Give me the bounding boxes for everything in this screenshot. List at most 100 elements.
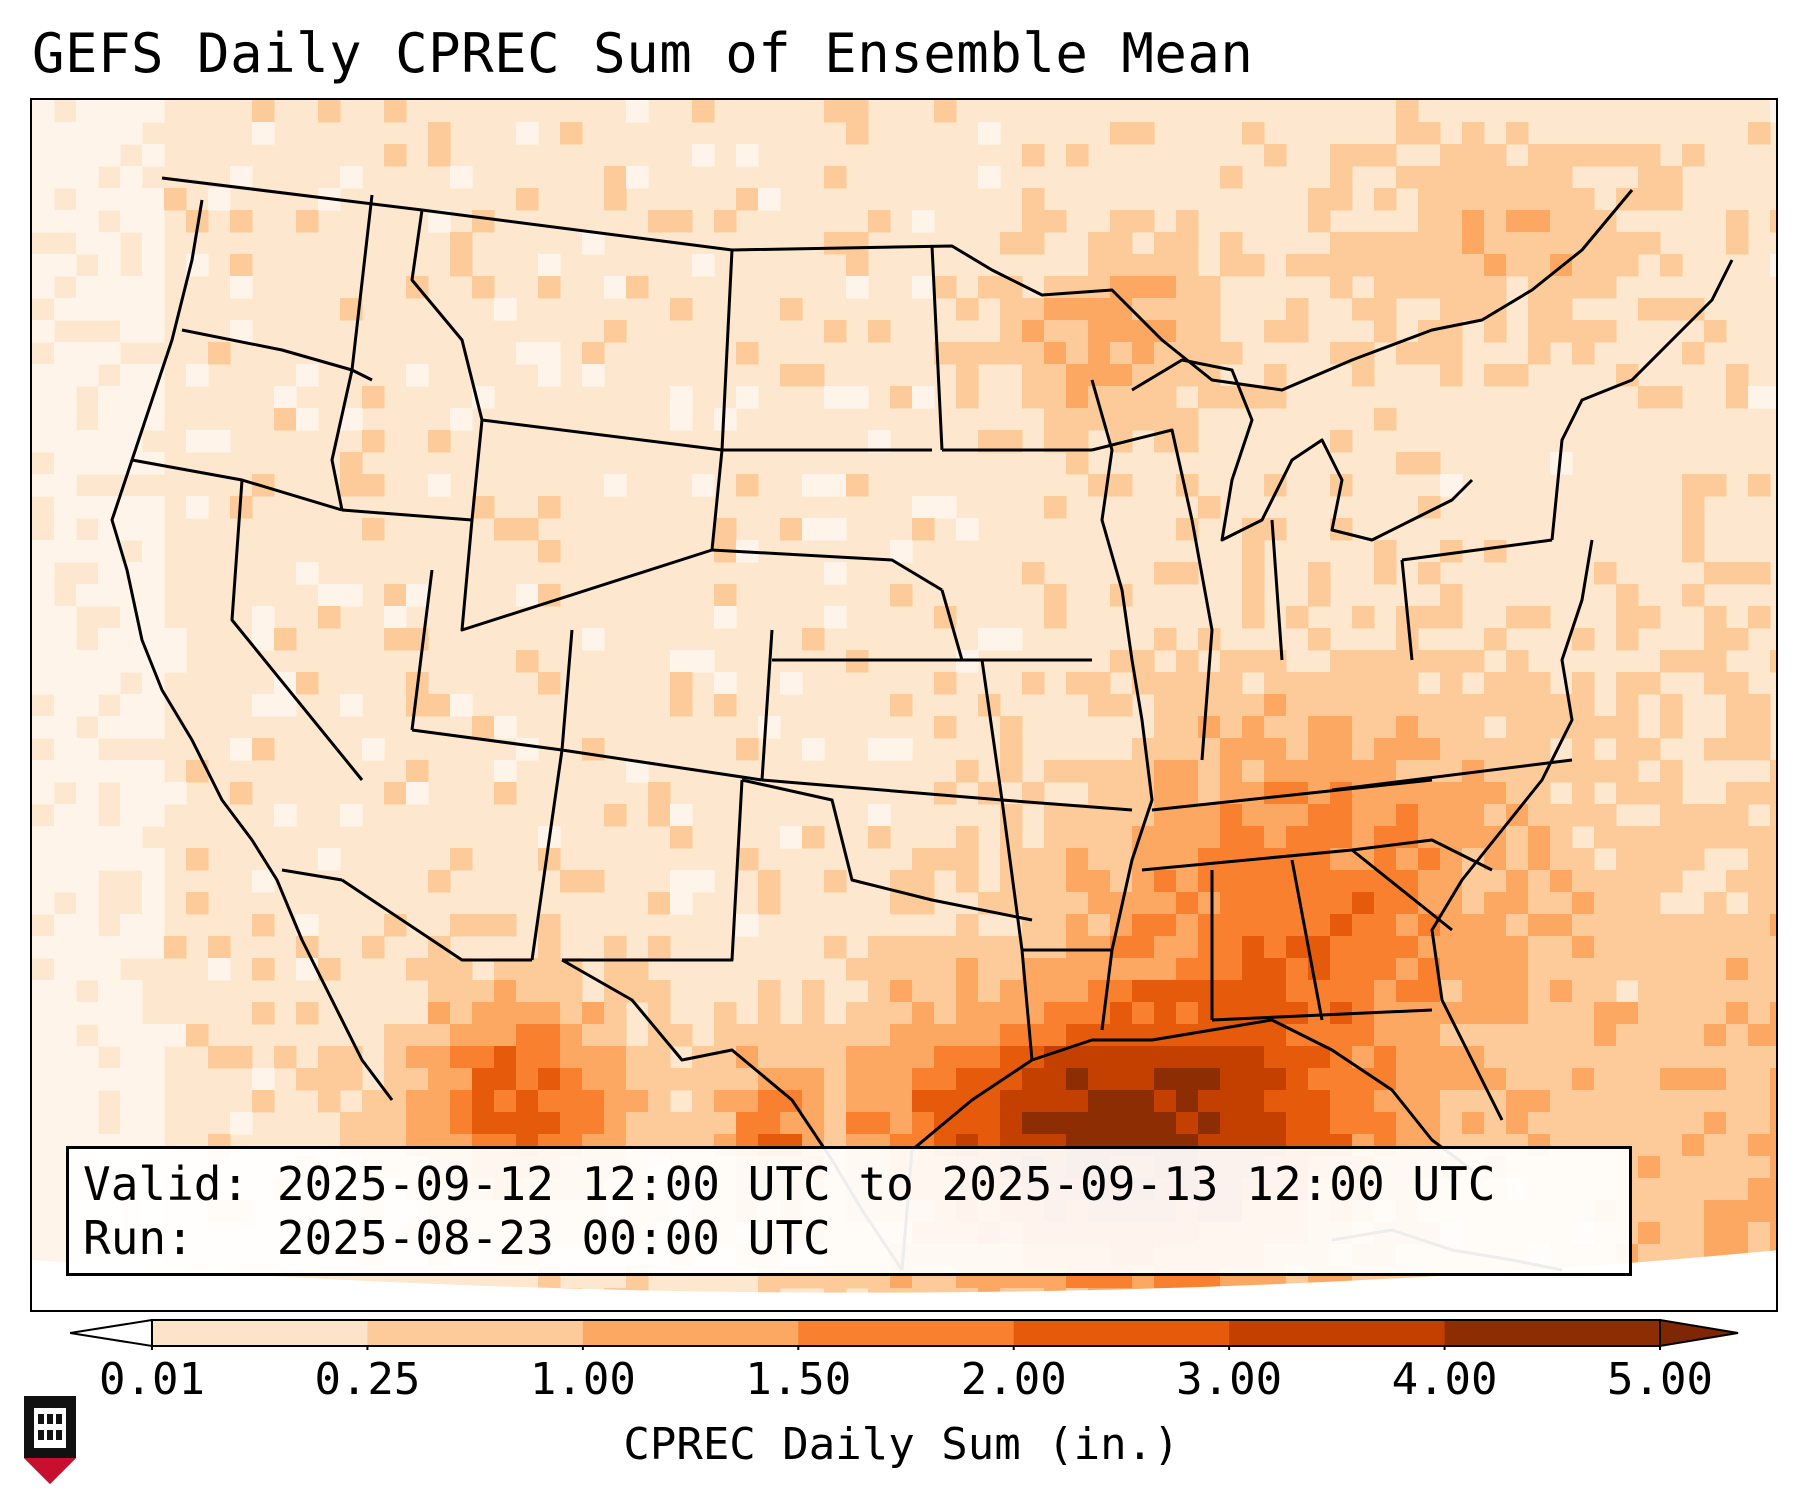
precip-cell [1440,1112,1463,1135]
precip-cell [1330,1024,1353,1047]
precip-cell [1110,936,1133,959]
ga-fl [1211,1008,1433,1022]
precip-cell [1088,914,1111,937]
precip-cell [1726,1068,1749,1091]
precip-cell [1044,496,1067,519]
precip-cell [978,628,1001,651]
precip-cell [1550,870,1573,893]
precip-cell [54,144,77,167]
precip-cell [296,1068,319,1091]
precip-cell [868,210,891,233]
precip-cell [1088,298,1111,321]
precip-cell [142,298,165,321]
precip-cell [1132,1002,1155,1025]
precip-cell [164,650,187,673]
precip-cell [1484,958,1507,981]
precip-cell [1066,1024,1089,1047]
precip-cell [1462,188,1485,211]
precip-cell [1286,1046,1309,1069]
precip-cell [1286,672,1309,695]
precip-cell [450,254,473,277]
precip-cell [1352,958,1375,981]
precip-cell [516,1046,539,1069]
precip-cell [1616,1002,1639,1025]
precip-cell [1220,672,1243,695]
precip-cell [538,936,561,959]
precip-cell [1440,1046,1463,1069]
precip-cell [1418,562,1441,585]
precip-cell [1308,738,1331,761]
precip-cell [1594,562,1617,585]
precip-cell [1550,1002,1573,1025]
precip-cell [890,980,913,1003]
precip-cell [1044,980,1067,1003]
precip-cell [670,650,693,673]
precip-cell [450,232,473,255]
precip-cell [978,958,1001,981]
precip-cell [1462,804,1485,827]
precip-cell [1660,1200,1683,1223]
precip-cell [846,254,869,277]
colorbar-ticks [151,1346,1661,1350]
precip-cell [1198,870,1221,893]
precip-cell [1220,1024,1243,1047]
precip-cell [450,1090,473,1113]
precip-cell [1660,914,1683,937]
precip-cell [252,870,275,893]
precip-cell [32,628,55,651]
precip-cell [1220,1068,1243,1091]
precip-cell [978,122,1001,145]
precip-cell [1616,254,1639,277]
precip-cell [384,1112,407,1135]
precip-cell [1748,122,1771,145]
precip-cell [934,496,957,519]
precip-cell [1308,936,1331,959]
precip-cell [1330,782,1353,805]
precip-cell [1198,980,1221,1003]
precip-cell [1308,760,1331,783]
precip-cell [1264,1090,1287,1113]
precip-cell [32,474,55,497]
precip-cell [780,826,803,849]
precip-cell [450,694,473,717]
precip-cell [934,100,957,123]
precip-cell [1462,694,1485,717]
precip-cell [428,144,451,167]
precip-cell [120,386,143,409]
precip-cell [1484,1310,1507,1312]
precip-cell [1638,848,1661,871]
precip-cell [142,518,165,541]
precip-cell [1154,254,1177,277]
colorbar-segment [367,1320,584,1346]
precip-cell [890,386,913,409]
precip-cell [1176,408,1199,431]
colorbar-tick-label: 1.50 [745,1354,852,1405]
precip-cell [428,694,451,717]
precip-cell [1088,672,1111,695]
precip-cell [98,936,121,959]
precip-cell [98,188,121,211]
precip-cell [1748,1002,1771,1025]
precip-cell [406,1090,429,1113]
precip-cell [1506,606,1529,629]
precip-cell [934,672,957,695]
precip-cell [1440,980,1463,1003]
precip-cell [1132,980,1155,1003]
precip-cell [32,562,55,585]
precip-cell [1176,760,1199,783]
precip-cell [230,1112,253,1135]
precip-cell [1528,870,1551,893]
precip-cell [1682,936,1705,959]
precip-cell [780,1024,803,1047]
precip-cell [54,364,77,387]
precip-cell [362,474,385,497]
precip-cell [1110,914,1133,937]
precip-cell [1352,1024,1375,1047]
precip-cell [1770,650,1776,673]
precip-cell [1374,672,1397,695]
precip-cell [1638,672,1661,695]
precip-cell [1638,298,1661,321]
precip-cell [296,364,319,387]
precip-cell [1440,936,1463,959]
precip-cell [494,298,517,321]
